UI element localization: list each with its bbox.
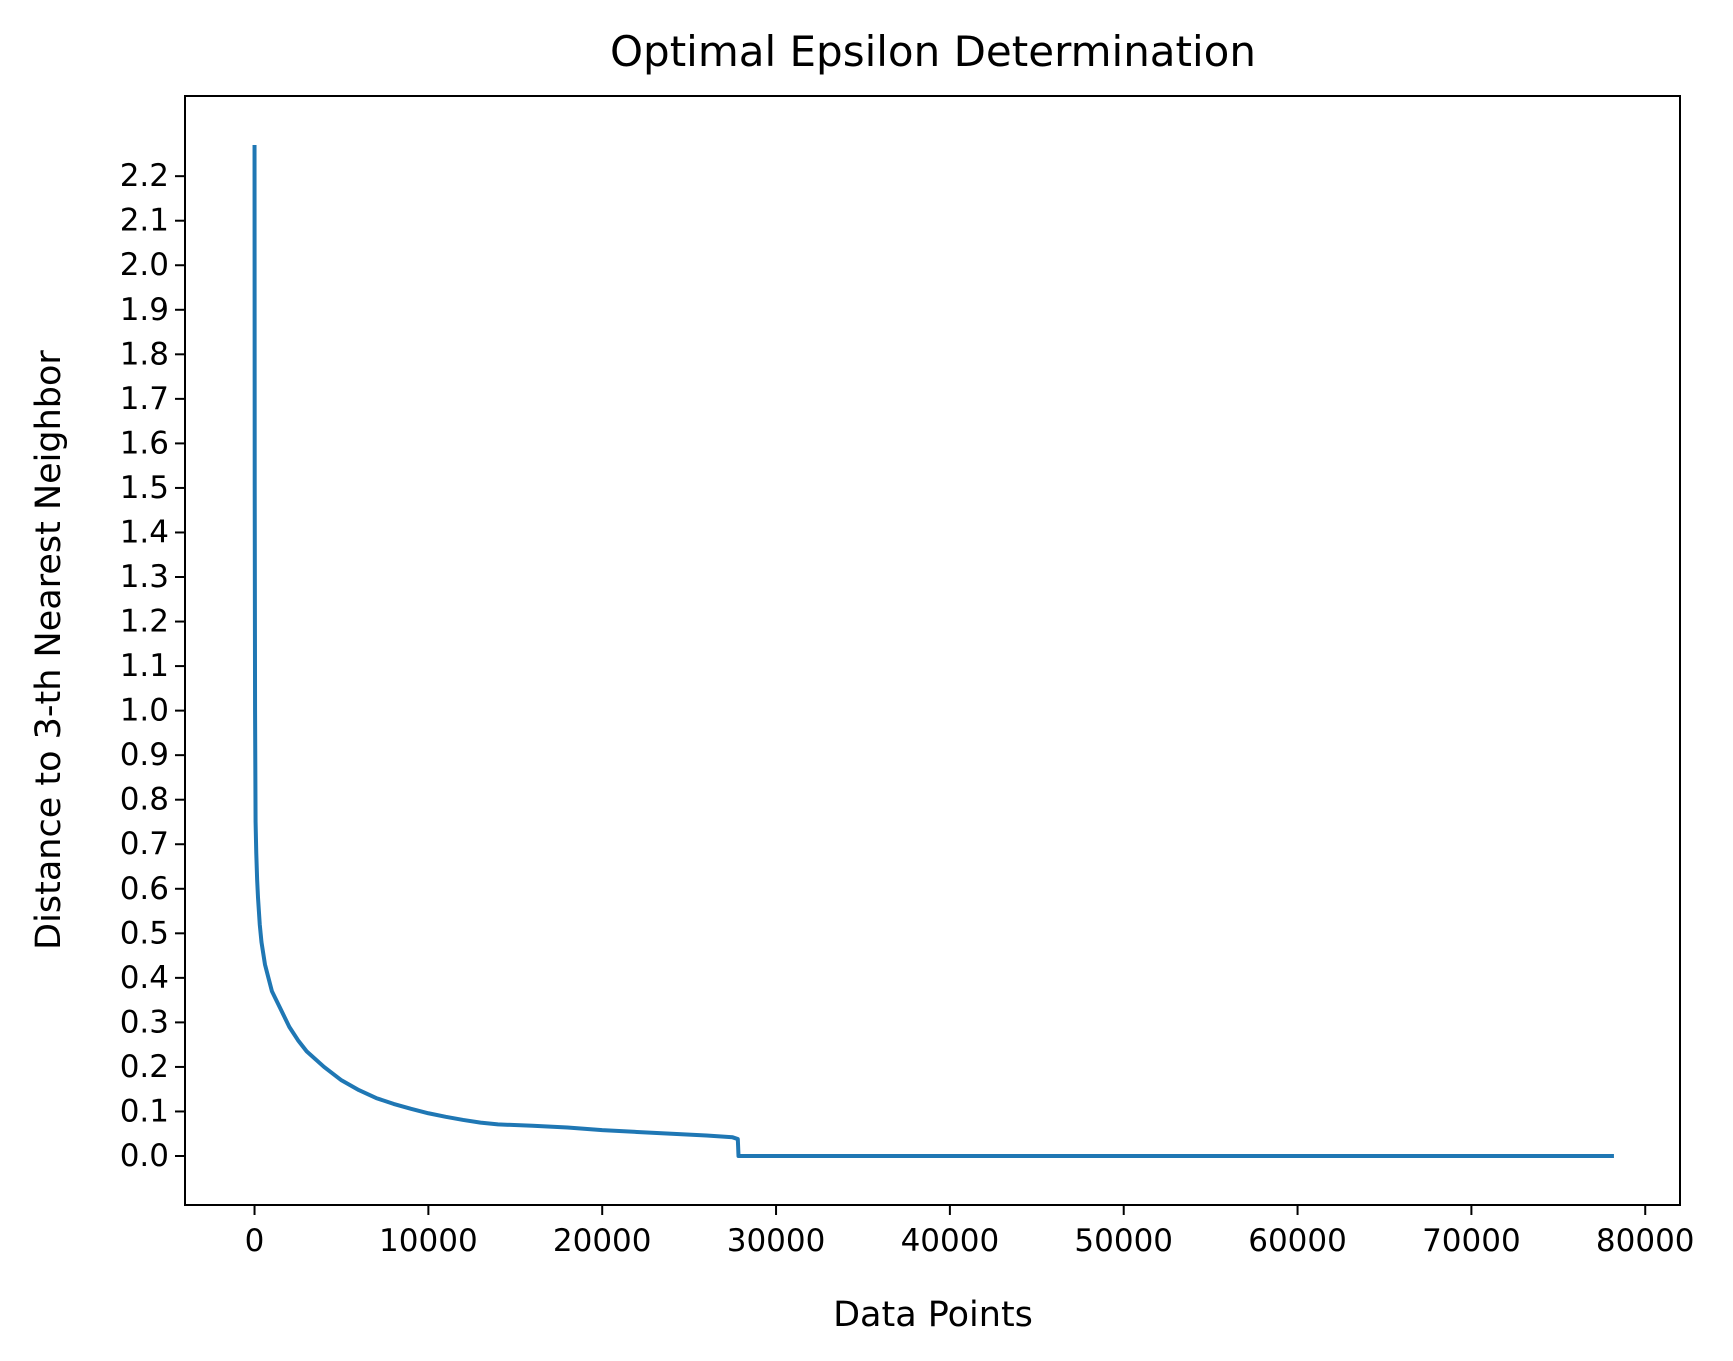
y-tick-label: 1.4: [120, 514, 169, 550]
x-tick-label: 80000: [1596, 1223, 1695, 1259]
y-tick-label: 1.6: [120, 425, 169, 461]
y-tick-label: 1.5: [120, 470, 169, 506]
x-tick-label: 20000: [553, 1223, 652, 1259]
chart-title: Optimal Epsilon Determination: [610, 27, 1256, 76]
y-tick-label: 1.2: [120, 604, 169, 640]
x-axis-ticks: 0 10000 20000 30000 40000 50000 60000 70000 8000…: [245, 1205, 1695, 1259]
x-tick-label: 30000: [727, 1223, 826, 1259]
y-tick-label: 2.2: [120, 158, 169, 194]
y-tick-label: 0.1: [120, 1093, 169, 1129]
y-tick-label: 1.8: [120, 336, 169, 372]
plot-frame: [184, 95, 1681, 1206]
y-tick-label: 1.7: [120, 381, 169, 417]
y-tick-label: 0.2: [120, 1049, 169, 1085]
y-tick-label: 2.0: [120, 247, 169, 283]
y-tick-label: 0.4: [120, 960, 169, 996]
y-tick-label: 0.9: [120, 737, 169, 773]
y-tick-label: 0.6: [120, 871, 169, 907]
plot-area: 0.0 0.1 0.2 0.3 0.4 0.5 0.6 0.7 0.8 0.9 1.0 1.1 1.2 1…: [120, 95, 1695, 1259]
x-axis-label: Data Points: [833, 1295, 1033, 1335]
x-tick-label: 60000: [1248, 1223, 1347, 1259]
series-layer: [252, 144, 1614, 1159]
y-tick-label: 1.1: [120, 648, 169, 684]
y-tick-label: 1.0: [120, 693, 169, 729]
x-tick-label: 50000: [1074, 1223, 1173, 1259]
y-tick-label: 0.7: [120, 826, 169, 862]
y-tick-label: 1.9: [120, 292, 169, 328]
series-line: [252, 144, 1614, 1159]
x-tick-label: 10000: [379, 1223, 478, 1259]
y-tick-label: 0.5: [120, 915, 169, 951]
y-axis-label: Distance to 3-th Nearest Neighbor: [29, 350, 69, 950]
y-tick-label: 0.3: [120, 1004, 169, 1040]
y-tick-label: 0.8: [120, 782, 169, 818]
y-tick-label: 2.1: [120, 203, 169, 239]
y-tick-label: 0.0: [120, 1138, 169, 1174]
x-tick-label: 70000: [1422, 1223, 1521, 1259]
y-axis-ticks: 0.0 0.1 0.2 0.3 0.4 0.5 0.6 0.7 0.8 0.9 1.0 1.1 1.2 1…: [120, 158, 185, 1174]
y-tick-label: 1.3: [120, 559, 169, 595]
x-tick-label: 0: [245, 1223, 265, 1259]
x-tick-label: 40000: [901, 1223, 1000, 1259]
